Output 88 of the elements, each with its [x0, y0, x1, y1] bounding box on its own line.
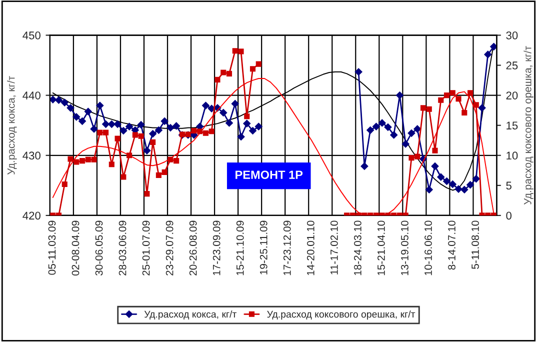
- x-tick-label: 14-20.01.10: [306, 220, 314, 276]
- point: [55, 96, 62, 104]
- point: [425, 186, 433, 194]
- point: [254, 122, 262, 130]
- x-tick-label: 13-19.05.10: [401, 220, 408, 276]
- point: [237, 133, 245, 140]
- point: [448, 180, 456, 188]
- point: [90, 125, 98, 133]
- point: [66, 104, 74, 112]
- x-tick-label: 05-11.03.09: [48, 220, 56, 275]
- point: [220, 109, 228, 116]
- legend-label: Уд.расход кокса, кг/т: [144, 310, 236, 320]
- x-tick-label: 25-01.07.09: [142, 220, 150, 276]
- point: [72, 113, 80, 121]
- point: [431, 162, 439, 170]
- point: [366, 126, 374, 134]
- point: [120, 127, 128, 134]
- point: [360, 162, 368, 170]
- x-tick-label: 02-08.04.09: [72, 220, 80, 276]
- x-tick-label: 17-23.12.09: [283, 220, 291, 276]
- point: [460, 186, 468, 194]
- point: [84, 108, 92, 116]
- y2-tick-label: 5: [506, 182, 512, 190]
- point: [243, 120, 251, 128]
- point: [226, 119, 233, 127]
- point: [466, 181, 474, 188]
- x-tick-label: 5-11.08.10: [472, 220, 479, 269]
- point: [437, 173, 445, 181]
- point: [160, 117, 168, 125]
- x-tick-label: 18-24.03.10: [354, 220, 362, 276]
- x-tick-label: 8-14.07.10: [448, 220, 456, 270]
- point: [102, 120, 110, 128]
- point: [208, 104, 216, 112]
- point: [414, 125, 422, 133]
- y-axis-title: Уд.расход кокса, кг/т: [7, 76, 17, 175]
- y-tick-label: 420: [22, 212, 40, 220]
- point: [249, 127, 256, 134]
- point: [372, 122, 380, 130]
- point: [454, 185, 462, 193]
- y2-axis-title: Уд.расход коксового орешка, кг/т: [524, 46, 534, 205]
- point: [155, 126, 162, 134]
- x-tick-label: 10-16.06.10: [424, 220, 432, 276]
- point: [490, 43, 497, 50]
- point: [50, 96, 57, 104]
- legend-label: Уд.расход коксового орешка, кг/т: [267, 310, 416, 320]
- point: [484, 50, 492, 58]
- point: [143, 146, 151, 154]
- x-tick-label: 15-21.04.10: [378, 220, 385, 276]
- x-tick-label: 23-29.07.09: [166, 220, 174, 276]
- x-tick-label: 17-23.09.09: [212, 220, 220, 276]
- x-tick-label: 20-26.08.09: [189, 220, 197, 276]
- annotation: РЕМОНТ 1Р: [236, 170, 303, 179]
- x-tick-label: 19-25.11.09: [260, 220, 268, 274]
- y-tick-label: 440: [22, 92, 40, 100]
- y-tick-label: 450: [22, 31, 40, 40]
- point: [472, 175, 480, 182]
- point: [390, 131, 398, 139]
- y2-tick-label: 0: [506, 212, 512, 220]
- y2-tick-label: 15: [506, 122, 518, 130]
- y2-tick-label: 10: [506, 152, 518, 160]
- point: [396, 92, 404, 99]
- point: [408, 130, 416, 137]
- x-tick-label: 15-21.10.09: [236, 220, 244, 276]
- point: [166, 124, 174, 132]
- y2-tick-label: 30: [506, 31, 518, 40]
- point: [78, 117, 86, 125]
- point: [402, 140, 410, 148]
- point: [149, 130, 156, 138]
- point: [60, 98, 68, 106]
- point: [378, 119, 386, 127]
- point: [443, 178, 450, 185]
- point: [126, 122, 133, 130]
- point: [202, 102, 210, 110]
- y2-tick-label: 25: [506, 62, 518, 70]
- x-tick-label: 11-17.02.10: [330, 220, 338, 274]
- point: [96, 102, 104, 110]
- point: [172, 122, 180, 130]
- x-tick-label: 28-03.06.09: [118, 220, 126, 276]
- point: [478, 104, 486, 112]
- y2-tick-label: 20: [506, 92, 518, 100]
- point: [108, 120, 116, 128]
- y-tick-label: 430: [22, 152, 40, 160]
- x-tick-label: 30-06.05.09: [95, 220, 103, 276]
- point: [231, 100, 239, 108]
- point: [354, 68, 362, 76]
- point: [137, 121, 145, 128]
- point: [114, 120, 122, 128]
- point: [384, 124, 392, 131]
